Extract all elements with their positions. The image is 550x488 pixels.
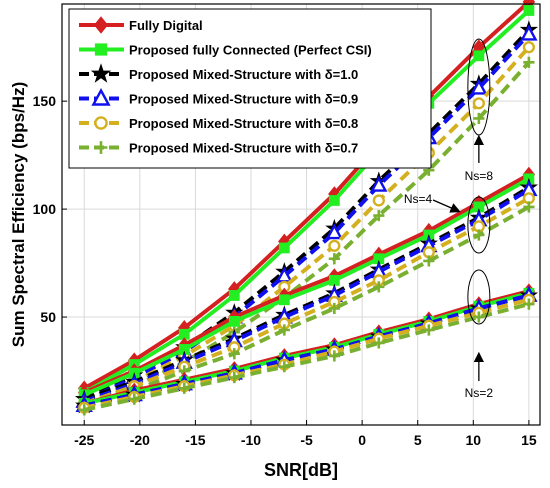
data-point [90, 63, 112, 83]
data-point [93, 16, 109, 34]
y-tick-label: 50 [40, 309, 56, 325]
data-point [373, 337, 385, 349]
series-line [83, 0, 531, 391]
data-point [94, 116, 108, 130]
legend-box [68, 8, 432, 169]
data-point [228, 371, 240, 384]
legend-entry: Proposed Mixed-Structure with δ=0.9 [79, 87, 358, 107]
data-point [278, 294, 290, 306]
data-point [523, 56, 535, 68]
data-point [325, 223, 344, 240]
annotation-layer: Ns=8 Ns=4 Ns=2 [404, 38, 494, 400]
data-point [278, 242, 290, 254]
data-point [472, 97, 485, 110]
data-point [522, 41, 535, 54]
data-point [328, 302, 340, 315]
data-point [473, 50, 485, 62]
series-line [83, 172, 530, 395]
ns4-label: Ns=4 [404, 192, 433, 206]
legend-label: Fully Digital [129, 18, 203, 33]
series-line [83, 205, 530, 408]
data-point [78, 404, 90, 416]
series-line [83, 302, 530, 412]
data-point [423, 324, 435, 336]
data-point [423, 255, 435, 267]
data-point [178, 382, 190, 394]
series-line [83, 297, 530, 410]
legend-entry: Proposed fully Connected (Perfect CSI) [79, 43, 372, 58]
ns4-arrow [432, 199, 461, 213]
data-point [372, 194, 385, 207]
series-group-ns-2 [75, 283, 539, 416]
y-axis-label: Sum Spectral Efficiency (bps/Hz) [9, 82, 28, 347]
x-tick-label: -5 [300, 432, 313, 448]
data-point [278, 324, 290, 336]
legend: Fully Digital Proposed fully Connected (P… [68, 8, 432, 169]
data-point [373, 281, 385, 293]
legend-entry: Proposed Mixed-Structure with δ=1.0 [79, 63, 358, 83]
data-point [523, 5, 535, 16]
series-line [83, 196, 530, 406]
series-line [83, 8, 531, 395]
series-line [83, 45, 531, 406]
ns4-ellipse [467, 196, 491, 254]
data-point [94, 43, 108, 56]
y-tick-label: 150 [33, 93, 57, 109]
data-point [128, 393, 140, 405]
data-point [328, 239, 341, 252]
legend-label: Proposed Mixed-Structure with δ=0.7 [129, 141, 358, 156]
ns2-ellipse [467, 269, 491, 325]
series-line [83, 187, 530, 404]
series-line [83, 289, 530, 406]
data-point [94, 141, 108, 154]
x-tick-label: 5 [414, 432, 422, 448]
legend-label: Proposed fully Connected (Perfect CSI) [129, 43, 372, 58]
y-tick-label: 100 [33, 201, 57, 217]
data-point [91, 87, 111, 106]
legend-entry: Proposed Mixed-Structure with δ=0.7 [79, 141, 358, 156]
data-point [473, 112, 485, 125]
series-layer [75, 0, 539, 416]
data-point [328, 253, 340, 265]
ns2-label: Ns=2 [465, 386, 494, 400]
data-point [328, 195, 340, 206]
legend-entry: Fully Digital [79, 16, 203, 34]
x-tick-label: 15 [521, 432, 537, 448]
series-line [83, 60, 531, 408]
data-point [473, 311, 485, 323]
x-tick-label: -10 [241, 432, 261, 448]
legend-entry: Proposed Mixed-Structure with δ=0.8 [79, 116, 358, 131]
series-line [83, 177, 530, 397]
legend-label: Proposed Mixed-Structure with δ=1.0 [129, 67, 358, 82]
data-point [370, 175, 388, 192]
data-point [228, 348, 240, 360]
series-line [83, 293, 530, 408]
plot-frame [61, 3, 541, 426]
data-point [228, 290, 240, 301]
x-axis-label: SNR[dB] [264, 460, 338, 480]
x-tick-label: -15 [185, 432, 205, 448]
x-tick-label: -20 [130, 432, 150, 448]
tick-layer: -25 -20 -15 -10 -5 0 5 10 15 50 100 150 [33, 93, 537, 448]
x-tick-label: 0 [358, 432, 366, 448]
data-point [523, 201, 535, 213]
data-point [520, 24, 538, 41]
legend-label: Proposed Mixed-Structure with δ=0.8 [129, 116, 358, 131]
data-point [373, 209, 385, 222]
data-point [328, 350, 340, 362]
data-point [523, 298, 535, 310]
ns8-label: Ns=8 [465, 169, 494, 183]
x-tick-label: 10 [466, 432, 482, 448]
data-point [470, 78, 488, 95]
data-point [228, 315, 240, 327]
legend-label: Proposed Mixed-Structure with δ=0.9 [129, 92, 358, 107]
data-point [473, 229, 485, 241]
data-point [278, 361, 290, 373]
x-tick-label: -25 [74, 432, 94, 448]
series-line [83, 291, 530, 406]
